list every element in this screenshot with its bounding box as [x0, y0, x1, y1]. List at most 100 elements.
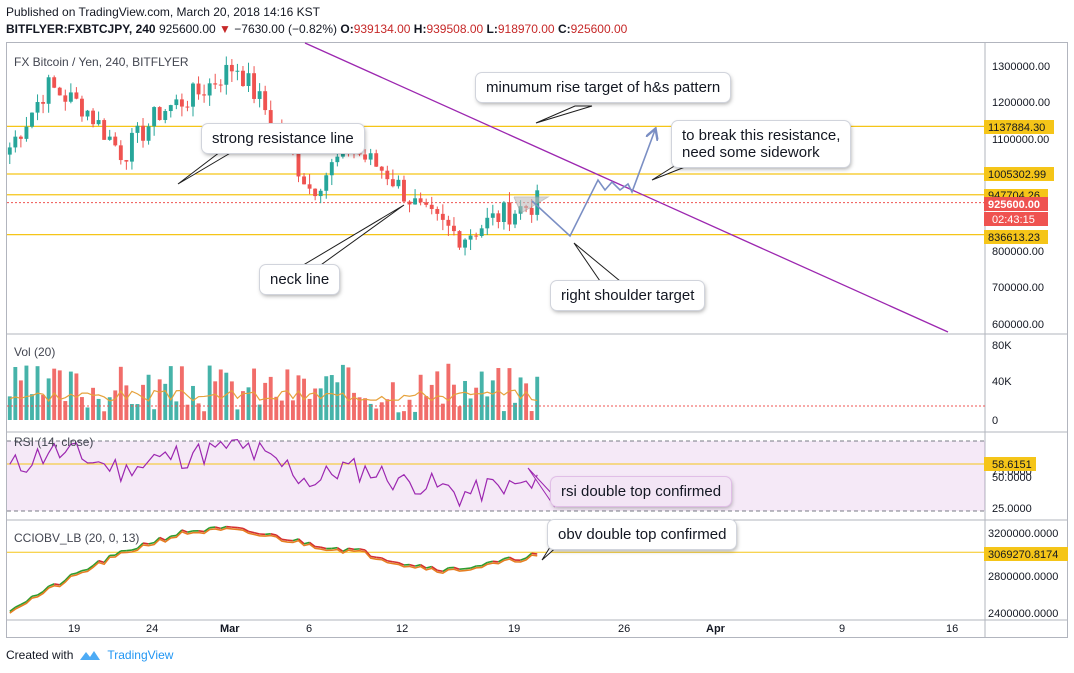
callout-text: obv double top confirmed — [558, 526, 727, 543]
volume-bar — [124, 385, 129, 420]
volume-bar — [463, 380, 467, 420]
candle-body — [418, 198, 423, 203]
obv-line-segment — [209, 526, 216, 529]
current-price-box — [984, 197, 1048, 211]
volume-bar — [524, 383, 529, 420]
candle-body — [96, 120, 101, 125]
callout-text: rsi double top confirmed — [561, 483, 722, 500]
candle-body — [174, 99, 179, 106]
volume-bar — [235, 409, 240, 420]
candle-body — [363, 154, 368, 160]
candle-body — [407, 201, 412, 205]
callout-right-shoulder[interactable]: right shoulder target — [551, 281, 705, 310]
volume-bar — [424, 396, 429, 420]
volume-bar — [474, 387, 479, 420]
candle-body — [146, 126, 151, 141]
obv-line-segment — [9, 606, 16, 612]
candle-body — [252, 73, 257, 99]
obv-line-segment — [20, 600, 27, 606]
volume-bar — [418, 374, 423, 420]
volume-bar — [129, 404, 134, 420]
volume-bar — [457, 406, 462, 420]
obv-line-segment — [315, 545, 321, 549]
callout-break-resistance[interactable]: to break this resistance, need some side… — [672, 121, 851, 167]
obv-line-segment — [425, 565, 432, 569]
y-tick: 1100000.00 — [992, 134, 1049, 146]
projected-path-arrow — [531, 130, 655, 238]
x-tick: 19 — [68, 623, 80, 635]
volume-bar — [440, 403, 445, 420]
candle-body — [424, 202, 429, 205]
candle-body — [57, 87, 62, 96]
volume-bar — [485, 396, 490, 420]
volume-bar — [107, 397, 112, 420]
candle-body — [257, 91, 262, 99]
volume-bar — [229, 381, 234, 420]
obv-line-segment — [492, 560, 499, 563]
volume-bar — [179, 366, 184, 420]
candle-body — [496, 213, 501, 222]
chart-frame[interactable] — [6, 42, 1068, 638]
x-tick: 19 — [508, 623, 520, 635]
volume-bar — [18, 380, 23, 420]
obv-line-segment — [409, 563, 416, 567]
obv-line-segment — [220, 525, 227, 530]
x-tick: Apr — [706, 623, 726, 635]
volume-bar — [207, 365, 212, 420]
tradingview-link[interactable]: TradingView — [107, 648, 174, 662]
candle-body — [113, 136, 118, 146]
x-tick: 9 — [839, 623, 845, 635]
obv-line-segment — [531, 552, 538, 555]
candle-body — [224, 64, 229, 85]
obv-line-segment — [525, 552, 533, 559]
callout-hs-target[interactable]: minumum rise target of h&s pattern — [476, 73, 731, 102]
obv-line-segment — [248, 530, 255, 534]
volume-bar — [346, 367, 351, 420]
y-tick: 600000.00 — [992, 319, 1044, 331]
callout-pointer — [177, 151, 234, 185]
low-label: L: — [486, 22, 498, 36]
obv-current-value: 3069270.8174 — [988, 549, 1058, 561]
obv-line-segment — [14, 603, 22, 608]
callout-obv-double-top[interactable]: obv double top confirmed — [548, 520, 737, 549]
obv-value-box — [984, 547, 1068, 561]
obv-line-segment — [59, 579, 66, 586]
candle-body — [440, 213, 445, 220]
volume-bar — [318, 388, 323, 420]
volume-bar — [146, 374, 151, 420]
callout-pointer — [535, 105, 593, 124]
bar-countdown: 02:43:15 — [992, 214, 1035, 226]
candle-body — [7, 147, 12, 155]
obv-line-segment — [381, 557, 388, 562]
obv-line-segment — [215, 526, 221, 530]
obv-line-segment — [148, 541, 155, 545]
obv-line-segment — [297, 538, 305, 545]
volume-bar — [368, 403, 373, 420]
obv-line-segment — [92, 560, 100, 567]
volume-bar — [274, 396, 279, 420]
volume-bar — [241, 391, 245, 420]
obv-line-segment — [320, 546, 327, 550]
candle-body — [307, 184, 312, 189]
main-legend: FX Bitcoin / Yen, 240, BITFLYER — [14, 55, 189, 69]
volume-bar — [501, 411, 506, 420]
callout-rsi-double-top[interactable]: rsi double top confirmed — [551, 477, 732, 506]
obv-line-segment — [136, 542, 144, 549]
obv-line-segment — [237, 526, 244, 530]
created-with-label: Created with — [6, 648, 74, 662]
volume-bar — [118, 366, 123, 420]
candle-body — [124, 160, 129, 162]
callout-strong-resistance[interactable]: strong resistance line — [202, 124, 364, 153]
volume-bar — [468, 398, 473, 420]
obv-line-segment — [48, 583, 55, 587]
volume-ma-line — [9, 389, 538, 403]
volume-bar — [7, 396, 12, 420]
candle-body — [474, 235, 479, 237]
callout-neck-line[interactable]: neck line — [260, 265, 340, 294]
candle-body — [302, 176, 306, 185]
rsi-legend: RSI (14, close) — [14, 435, 93, 449]
obv-line-segment — [392, 560, 399, 564]
level-label-1137884: 1137884.30 — [988, 122, 1045, 134]
volume-bar — [296, 375, 301, 420]
